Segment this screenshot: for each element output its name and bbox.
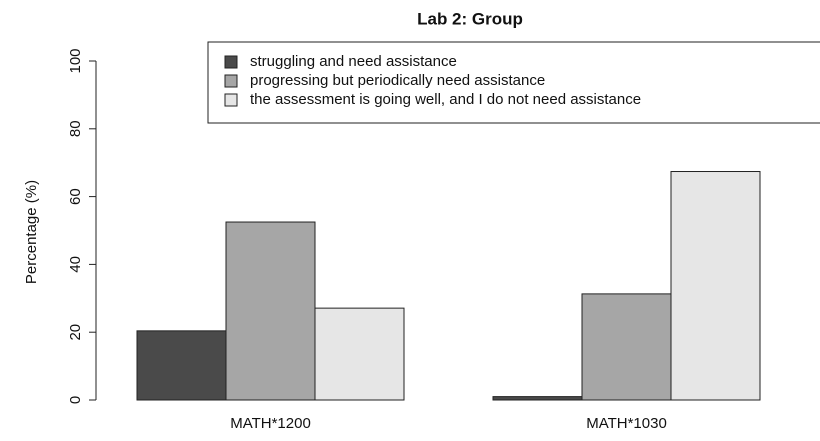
legend-box: [207, 41, 820, 124]
legend-swatch: [224, 55, 238, 69]
legend-swatch: [224, 74, 238, 88]
legend-label: the assessment is going well, and I do n…: [250, 91, 641, 108]
bar: [225, 221, 316, 401]
x-tick-label: MATH*1030: [586, 415, 667, 432]
y-tick-label: 0: [67, 396, 84, 404]
bar: [670, 171, 761, 401]
x-tick-label: MATH*1200: [230, 415, 311, 432]
y-tick-label: 20: [67, 324, 84, 341]
bar: [136, 330, 227, 401]
legend-label: struggling and need assistance: [250, 53, 457, 70]
y-axis-label: Percentage (%): [23, 180, 40, 284]
y-tick-label: 40: [67, 256, 84, 273]
bar: [581, 293, 672, 401]
chart-title: Lab 2: Group: [417, 9, 523, 28]
bar: [314, 307, 405, 401]
legend-label: progressing but periodically need assist…: [250, 72, 545, 89]
y-tick-label: 80: [67, 120, 84, 137]
bar: [492, 396, 583, 401]
y-tick-label: 100: [67, 48, 84, 73]
y-tick-label: 60: [67, 188, 84, 205]
legend-swatch: [224, 93, 238, 107]
